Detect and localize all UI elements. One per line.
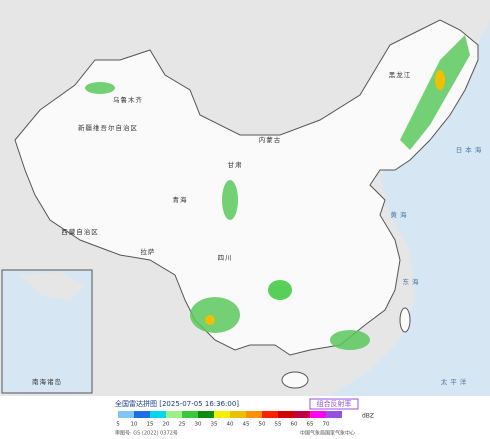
place-label: 拉萨 xyxy=(141,247,156,256)
place-label: 太平洋 xyxy=(441,377,470,386)
legend-value: 25 xyxy=(179,422,186,428)
legend-swatch xyxy=(182,411,198,418)
legend-value: 30 xyxy=(195,422,202,428)
legend-swatch xyxy=(134,411,150,418)
legend-value: 5 xyxy=(116,422,120,428)
legend-value: 50 xyxy=(259,422,266,428)
place-label: 新疆维吾尔自治区 xyxy=(78,123,138,132)
legend-swatch xyxy=(262,411,278,418)
legend-value: 35 xyxy=(211,422,218,428)
taiwan xyxy=(399,307,411,333)
legend-swatch xyxy=(310,411,326,418)
place-label: 黄海 xyxy=(391,210,410,219)
legend-value: 40 xyxy=(227,422,234,428)
color-bar: 5 10 15 20 25 30 35 40 45 50 55 60 65 70 xyxy=(116,411,342,428)
legend-value: 70 xyxy=(323,422,330,428)
legend-value: 65 xyxy=(307,422,314,428)
legend-swatch xyxy=(294,411,310,418)
unit: dBZ xyxy=(362,413,374,420)
legend-value: 45 xyxy=(243,422,250,428)
footer-left: 审图号: GS (2022) 0372号 xyxy=(115,430,178,437)
legend-swatch xyxy=(150,411,166,418)
legend-swatch xyxy=(214,411,230,418)
place-label: 东海 xyxy=(403,277,422,286)
legend-value: 10 xyxy=(131,422,138,428)
legend-swatch xyxy=(198,411,214,418)
strong-echoes xyxy=(205,70,445,325)
legend-value: 15 xyxy=(147,422,154,428)
place-label: 西藏自治区 xyxy=(61,227,99,236)
legend-title: 全国雷达拼图 [2025-07-05 16:36:00] xyxy=(115,399,239,408)
place-label: 青海 xyxy=(173,195,188,204)
place-label: 南海诸岛 xyxy=(32,377,62,386)
legend-swatch xyxy=(118,411,134,418)
legend-value: 55 xyxy=(275,422,282,428)
legend-value: 20 xyxy=(163,422,170,428)
place-label: 甘肃 xyxy=(228,160,243,169)
place-label: 日本海 xyxy=(456,145,485,154)
product-label: 组合反射率 xyxy=(317,399,352,408)
legend-swatch xyxy=(246,411,262,418)
legend-value: 60 xyxy=(291,422,298,428)
place-label: 四川 xyxy=(218,254,233,262)
place-label: 乌鲁木齐 xyxy=(113,95,143,104)
legend-swatch xyxy=(278,411,294,418)
legend-swatch xyxy=(230,411,246,418)
inset-land xyxy=(20,272,85,300)
place-label: 黑龙江 xyxy=(389,70,412,79)
radar-echoes xyxy=(85,35,470,350)
footer-right: 中国气象局国家气象中心 xyxy=(300,430,355,437)
china-outline xyxy=(14,19,479,356)
legend-swatch xyxy=(166,411,182,418)
hainan xyxy=(281,371,309,389)
product-box xyxy=(309,398,359,410)
place-label: 内蒙古 xyxy=(259,135,282,144)
legend-swatch xyxy=(326,411,342,418)
